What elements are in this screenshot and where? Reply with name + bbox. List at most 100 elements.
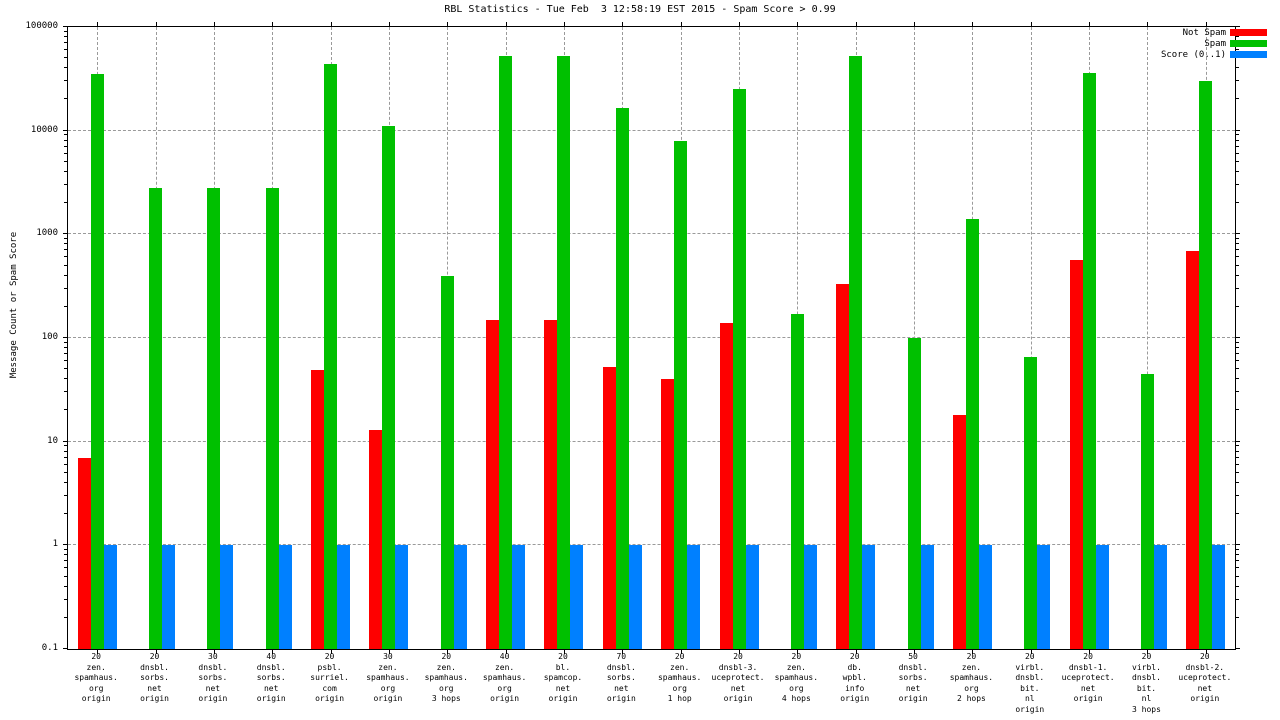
x-axis-tick <box>681 22 682 27</box>
y-axis-minor-tick <box>64 471 68 473</box>
x-axis-tick <box>214 649 215 654</box>
y-axis-minor-tick <box>64 274 68 276</box>
y-axis-minor-tick <box>1235 549 1239 551</box>
bar-score <box>162 545 176 649</box>
y-axis-tick-label: 10000 <box>30 124 58 135</box>
y-axis-minor-tick <box>1235 145 1239 147</box>
bar-spam <box>849 55 863 649</box>
x-axis-tick <box>389 649 390 654</box>
y-axis-tick <box>63 544 68 546</box>
x-axis-tick-label: 20 dnsbl-1. uceprotect. net origin <box>1061 652 1115 703</box>
bar-notspam <box>369 429 383 649</box>
bar-group <box>253 27 292 649</box>
x-axis-tick <box>1206 649 1207 654</box>
x-axis-tick-label: 20 zen. spamhaus. org origin <box>74 652 118 703</box>
bar-spam <box>674 140 688 649</box>
x-axis-tick <box>856 649 857 654</box>
x-axis-tick <box>272 649 273 654</box>
x-axis-tick <box>1089 22 1090 27</box>
bar-score <box>570 545 584 649</box>
y-axis-minor-tick <box>64 616 68 618</box>
bar-score <box>687 545 701 649</box>
bar-spam <box>1140 373 1154 649</box>
y-axis-minor-tick <box>1235 160 1239 162</box>
bar-score <box>978 545 992 649</box>
y-axis-minor-tick <box>1235 353 1239 355</box>
y-axis-minor-tick <box>64 30 68 32</box>
bar-score <box>512 545 526 649</box>
x-axis-tick-label: 20 zen. spamhaus. org 4 hops <box>774 652 819 703</box>
y-axis-minor-tick <box>1235 471 1239 473</box>
x-axis-tick <box>214 22 215 27</box>
gridline <box>68 544 1235 546</box>
y-axis-minor-tick <box>64 36 68 38</box>
x-axis-tick <box>272 22 273 27</box>
y-axis-minor-tick <box>64 80 68 82</box>
y-axis-minor-tick <box>64 139 68 141</box>
y-axis-minor-tick <box>1235 170 1239 172</box>
y-axis-tick <box>63 26 68 27</box>
y-axis-minor-tick <box>1235 554 1239 556</box>
y-axis-minor-tick <box>64 134 68 136</box>
y-axis-minor-tick <box>64 575 68 577</box>
x-axis-tick <box>506 649 507 654</box>
x-axis-tick-label: 20 virbl. dnsbl. bit. nl origin <box>1015 652 1045 714</box>
bar-spam <box>907 338 921 649</box>
bar-score <box>395 545 409 649</box>
y-axis-tick <box>1235 233 1240 235</box>
y-axis-minor-tick <box>1235 360 1239 361</box>
bar-group <box>895 27 934 649</box>
y-axis-minor-tick <box>64 183 68 185</box>
bar-spam <box>790 314 804 649</box>
gridline <box>68 129 1235 131</box>
y-axis-minor-tick <box>64 463 68 465</box>
x-axis-tick <box>622 649 623 654</box>
y-axis-minor-tick <box>1235 305 1239 307</box>
x-axis-tick <box>1206 22 1207 27</box>
x-axis-tick <box>97 22 98 27</box>
y-axis-minor-tick <box>1235 341 1239 343</box>
bar-score <box>220 545 234 649</box>
y-axis-tick-label: 100000 <box>25 21 58 31</box>
x-axis-tick <box>97 649 98 654</box>
bar-notspam <box>952 415 966 649</box>
bar-group <box>661 27 701 649</box>
legend-label: Score (0..1) <box>1160 49 1226 60</box>
y-axis-minor-tick <box>1235 67 1239 69</box>
x-axis-tick-label: 20 virbl. dnsbl. bit. nl 3 hops <box>1132 652 1161 714</box>
y-axis-minor-tick <box>1235 513 1239 515</box>
bar-spam <box>149 187 163 649</box>
x-axis-tick-label: 20 dnsbl-2. uceprotect. net origin <box>1178 652 1232 703</box>
bar-group <box>544 27 584 649</box>
y-axis-minor-tick <box>64 42 68 44</box>
bar-notspam <box>1186 251 1200 649</box>
bar-score <box>745 545 759 649</box>
bar-group <box>77 27 117 649</box>
bar-group <box>952 27 992 649</box>
y-axis-minor-tick <box>1235 445 1239 447</box>
bar-spam <box>324 63 338 649</box>
y-axis-minor-tick <box>1235 243 1239 245</box>
y-axis-tick <box>63 440 68 442</box>
legend-swatch <box>1230 40 1267 47</box>
x-axis-tick <box>564 22 565 27</box>
y-axis-minor-tick <box>64 347 68 349</box>
y-axis-minor-tick <box>64 598 68 600</box>
bar-score <box>278 545 292 649</box>
gridline <box>68 337 1235 338</box>
x-axis-tick <box>156 22 157 27</box>
bar-spam <box>1199 81 1213 649</box>
bar-spam <box>1082 73 1096 649</box>
y-axis-minor-tick <box>1235 391 1239 393</box>
bar-notspam <box>486 319 500 649</box>
y-axis-minor-tick <box>1235 378 1239 380</box>
x-axis-tick <box>447 649 448 654</box>
y-axis-tick-label: 1000 <box>36 228 58 239</box>
x-axis-tick-label: 20 dnsbl-3. uceprotect. net origin <box>711 652 765 703</box>
bar-score <box>1095 545 1109 649</box>
x-axis-tick <box>564 649 565 654</box>
y-axis-minor-tick <box>64 249 68 251</box>
y-axis-minor-tick <box>64 264 68 266</box>
bar-notspam <box>719 322 733 649</box>
